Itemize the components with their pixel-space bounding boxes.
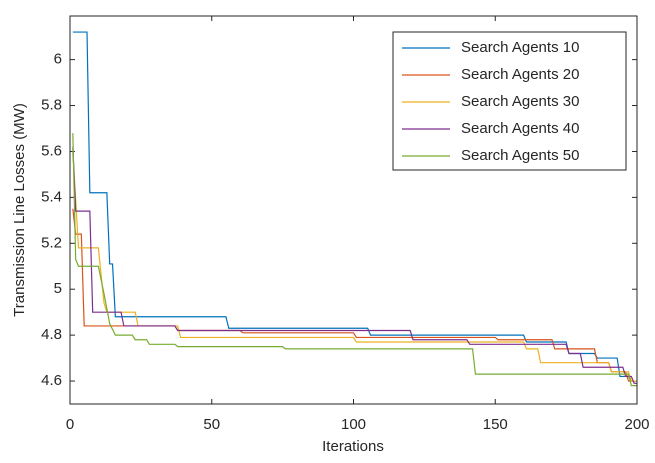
- y-tick-label: 5.8: [41, 97, 62, 114]
- y-tick-label: 4.6: [41, 372, 62, 389]
- legend-label: Search Agents 20: [461, 66, 579, 83]
- axes-box: [69, 15, 638, 405]
- x-tick-label: 50: [203, 416, 220, 433]
- x-tick-label: 100: [341, 416, 366, 433]
- y-tick-label: 5.6: [41, 142, 62, 159]
- x-tick-label: 200: [624, 416, 649, 433]
- legend-box: [392, 31, 627, 171]
- y-tick-label: 5.4: [41, 188, 62, 205]
- series-line: [72, 151, 637, 382]
- x-axis-label: Iterations: [322, 438, 384, 455]
- y-tick-label: 5.2: [41, 234, 62, 251]
- y-tick-label: 6: [54, 51, 62, 68]
- x-tick-label: 0: [66, 416, 74, 433]
- x-tick-label: 150: [483, 416, 508, 433]
- legend-label: Search Agents 30: [461, 93, 579, 110]
- legend-label: Search Agents 10: [461, 39, 579, 56]
- legend-label: Search Agents 50: [461, 147, 579, 164]
- y-tick-label: 4.8: [41, 326, 62, 343]
- series-line: [72, 133, 637, 387]
- y-tick-label: 5: [54, 280, 62, 297]
- legend-label: Search Agents 40: [461, 120, 579, 137]
- series-line: [72, 146, 637, 384]
- y-axis-label: Transmission Line Losses (MW): [11, 103, 28, 317]
